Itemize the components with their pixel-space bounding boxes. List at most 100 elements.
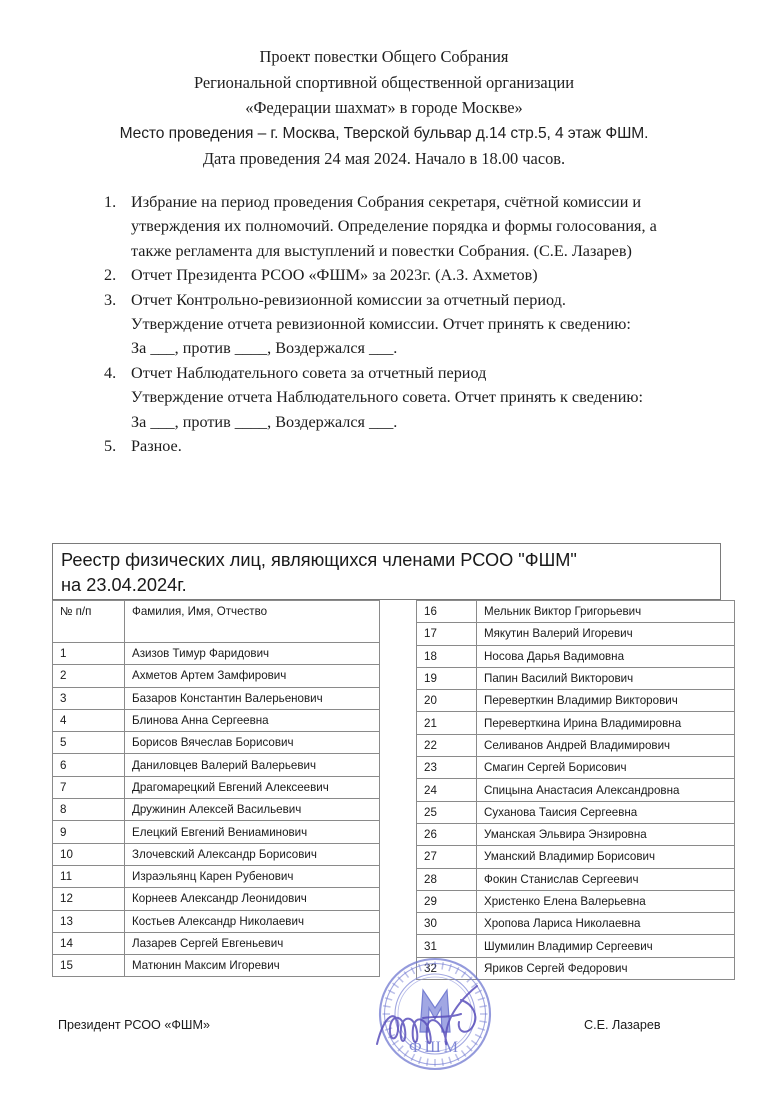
table-cell-number: 31: [416, 934, 477, 958]
table-row: 17 Мякутин Валерий Игоревич: [416, 622, 735, 646]
agenda-item-number: 2.: [104, 266, 117, 285]
table-row: 29 Христенко Елена Валерьевна: [416, 889, 735, 914]
table-cell-fullname: Дружинин Алексей Васильевич: [124, 798, 380, 822]
table-row: 14 Лазарев Сергей Евгеньевич: [52, 931, 380, 956]
table-row: 3 Базаров Константин Валерьенович: [52, 686, 380, 710]
table-cell-fullname: Мельник Виктор Григорьевич: [476, 599, 735, 624]
table-cell-number: 3: [52, 686, 125, 710]
table-cell-number: 6: [52, 753, 125, 777]
agenda-item-body: Отчет Наблюдательного совета за отчетный…: [131, 361, 682, 434]
table-cell-fullname: Корнеев Александр Леонидович: [124, 887, 380, 911]
table-cell-fullname: Израэльянц Карен Рубенович: [124, 864, 380, 889]
table-cell-number: 11: [52, 864, 125, 889]
table-row: 18 Носова Дарья Вадимовна: [416, 644, 735, 668]
table-cell-fullname: Суханова Таисия Сергеевна: [476, 800, 735, 824]
header-line-5: Дата проведения 24 мая 2024. Начало в 18…: [202, 149, 566, 169]
table-row: 26 Уманская Эльвира Энзировна: [416, 822, 735, 847]
table-cell-fullname: Базаров Константин Валерьенович: [124, 686, 380, 710]
table-cell-number: 30: [416, 912, 477, 936]
agenda-item-line-1: Избрание на период проведения Собрания с…: [131, 193, 642, 211]
agenda-item-line-1: Отчет Наблюдательного совета за отчетный…: [131, 363, 487, 382]
header-line-1: Проект повестки Общего Собрания: [259, 47, 509, 66]
table-cell-number: 12: [52, 887, 125, 911]
seal-center-text: ФШМ: [409, 1039, 461, 1056]
table-cell-fullname: Селиванов Андрей Владимирович: [476, 733, 735, 758]
table-row: 11 Израэльянц Карен Рубенович: [52, 864, 380, 889]
footer-signer-name: С.Е. Лазарев: [584, 1018, 661, 1032]
registry-title-line-1: Реестр физических лиц, являющихся членам…: [61, 550, 577, 570]
table-cell-fullname: Драгомарецкий Евгений Алексеевич: [124, 775, 380, 800]
table-row: 1 Азизов Тимур Фаридович: [52, 641, 380, 666]
agenda-item-line-2: Утверждение отчета ревизионной комиссии.…: [131, 315, 631, 334]
table-cell-number: 28: [416, 867, 477, 891]
table-cell-number: 13: [52, 909, 125, 933]
table-row: 24 Спицына Анастасия Александровна: [416, 778, 735, 802]
table-cell-number: 7: [52, 775, 125, 800]
header-line-4: Место проведения – г. Москва, Тверской б…: [119, 124, 649, 142]
table-cell-number: 8: [52, 798, 125, 822]
header-line-3: «Федерации шахмат» в городе Москве»: [245, 98, 523, 118]
table-cell-fullname: Переверткина Ирина Владимировна: [476, 711, 735, 735]
table-cell-number: 2: [52, 664, 125, 688]
table-cell-fullname: Азизов Тимур Фаридович: [124, 641, 380, 666]
table-cell-fullname: Елецкий Евгений Вениаминович: [124, 820, 380, 844]
table-row: 30 Хропова Лариса Николаевна: [416, 912, 735, 936]
table-row: 19 Папин Василий Викторович: [416, 666, 735, 691]
table-cell-fullname: Шумилин Владимир Сергеевич: [476, 934, 735, 958]
table-row: 5 Борисов Вячеслав Борисович: [52, 731, 380, 755]
table-row: 10 Злочевский Александр Борисович: [52, 842, 380, 866]
table-cell-number: 9: [52, 820, 125, 844]
table-cell-number: 19: [416, 666, 477, 691]
table-cell-fullname: Смагин Сергей Борисович: [476, 756, 735, 780]
agenda-item-line-1: Отчет Контрольно-ревизионной комиссии за…: [131, 290, 566, 309]
agenda-item-body: Отчет Контрольно-ревизионной комиссии за…: [131, 288, 682, 361]
table-cell-fullname: Папин Василий Викторович: [476, 666, 735, 691]
agenda-item-body: Разное.: [131, 434, 682, 458]
agenda-item-line-1: Разное.: [131, 437, 182, 456]
agenda-item-number: 1.: [104, 193, 117, 211]
agenda-item-line-2: утверждения их полномочий. Определение п…: [131, 217, 657, 236]
table-cell-number: 29: [416, 889, 477, 914]
table-cell-number: 26: [416, 822, 477, 847]
agenda-item-line-3: За ___, против ____, Воздержался ___.: [131, 412, 398, 431]
table-cell-fullname: Носова Дарья Вадимовна: [476, 644, 735, 668]
footer-position-label: Президент РСОО «ФШМ»: [58, 1018, 210, 1032]
table-cell-number: 24: [416, 778, 477, 802]
table-row: 7 Драгомарецкий Евгений Алексеевич: [52, 775, 380, 800]
table-row: 23 Смагин Сергей Борисович: [416, 756, 735, 780]
seal-emblem: [419, 988, 451, 1033]
table-cell-fullname: Хропова Лариса Николаевна: [476, 912, 735, 936]
agenda-item-5: 5. Разное.: [104, 434, 682, 458]
table-row: 6 Даниловцев Валерий Валерьевич: [52, 753, 380, 777]
table-cell-fullname: Фокин Станислав Сергеевич: [476, 867, 735, 891]
agenda-item-number: 3.: [104, 290, 117, 309]
table-row: 25 Суханова Таисия Сергеевна: [416, 800, 735, 824]
table-cell-fullname: Даниловцев Валерий Валерьевич: [124, 753, 380, 777]
table-cell-number: 1: [52, 641, 125, 666]
table-cell-fullname: Мякутин Валерий Игоревич: [476, 622, 735, 646]
table-row: 28 Фокин Станислав Сергеевич: [416, 867, 735, 891]
registry-title-box: Реестр физических лиц, являющихся членам…: [52, 543, 721, 600]
agenda-item-body: Отчет Президента РСОО «ФШМ» за 2023г. (А…: [131, 263, 682, 287]
table-row: 31 Шумилин Владимир Сергеевич: [416, 934, 735, 958]
table-row: 9 Елецкий Евгений Вениаминович: [52, 820, 380, 844]
table-row: 21 Переверткина Ирина Владимировна: [416, 711, 735, 735]
agenda-item-line-3: также регламента для выступлений и повес…: [131, 241, 632, 260]
table-cell-number: 14: [52, 931, 125, 956]
table-cell-fullname: Злочевский Александр Борисович: [124, 842, 380, 866]
table-row: 20 Переверткин Владимир Викторович: [416, 689, 735, 713]
table-row: 13 Костьев Александр Николаевич: [52, 909, 380, 933]
table-cell-number: 23: [416, 756, 477, 780]
table-row: 16 Мельник Виктор Григорьевич: [416, 599, 735, 624]
agenda-item-4: 4. Отчет Наблюдательного совета за отчетн…: [104, 361, 682, 434]
agenda-item-2: 2. Отчет Президента РСОО «ФШМ» за 2023г. …: [104, 263, 682, 287]
agenda-item-line-3: За ___, против ____, Воздержался ___.: [131, 339, 398, 358]
table-column-header-1: № п/п: [52, 600, 125, 643]
table-row: 12 Корнеев Александр Леонидович: [52, 887, 380, 911]
header-line-2: Региональной спортивной общественной орг…: [193, 72, 575, 92]
table-cell-number: 10: [52, 842, 125, 866]
table-cell-fullname: Христенко Елена Валерьевна: [476, 889, 735, 914]
handwritten-signature: [376, 985, 478, 1046]
registry-table-left: № п/п Фамилия, Имя, Отчество 1 Азизов Тимур…: [52, 600, 380, 978]
registry-table-right: 16 Мельник Виктор Григорьевич 17 Мякутин Ва…: [416, 599, 735, 981]
